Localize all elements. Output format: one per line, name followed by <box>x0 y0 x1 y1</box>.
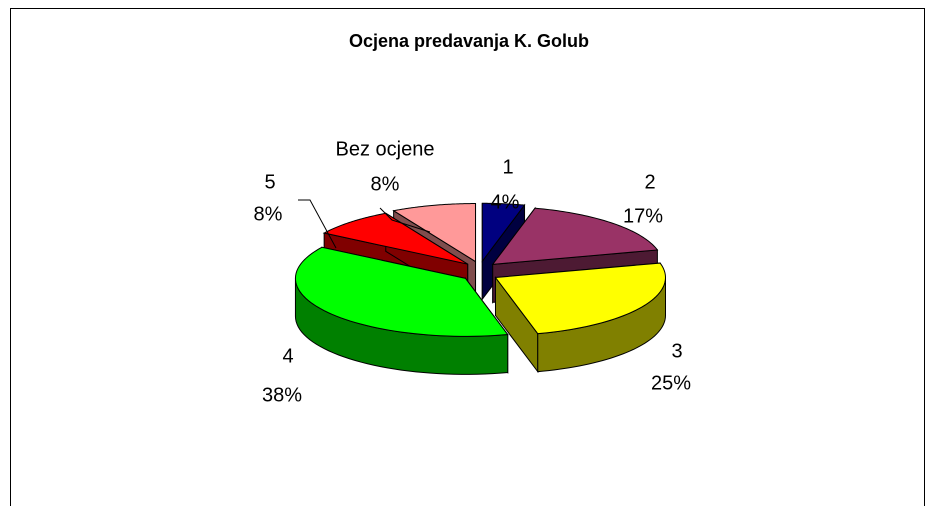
category-label: 3 <box>671 340 682 362</box>
value-label: 8% <box>254 203 283 225</box>
category-label: Bez ocjene <box>336 138 435 160</box>
value-label: 4% <box>491 191 520 213</box>
category-label: 4 <box>282 345 293 367</box>
slice <box>481 202 526 263</box>
slice <box>491 207 659 265</box>
value-label: 25% <box>651 372 691 394</box>
value-label: 38% <box>262 384 302 406</box>
leader-line <box>379 207 431 233</box>
slice <box>294 246 509 337</box>
value-label: 17% <box>623 205 663 227</box>
category-label: 2 <box>644 171 655 193</box>
slice <box>494 262 666 335</box>
slice <box>322 212 468 265</box>
category-label: 1 <box>502 156 513 178</box>
chart-title: Ocjena predavanja K. Golub <box>349 31 589 51</box>
slice <box>392 203 477 263</box>
leader-line <box>298 199 337 249</box>
category-label: 5 <box>264 171 275 193</box>
value-label: 8% <box>371 173 400 195</box>
